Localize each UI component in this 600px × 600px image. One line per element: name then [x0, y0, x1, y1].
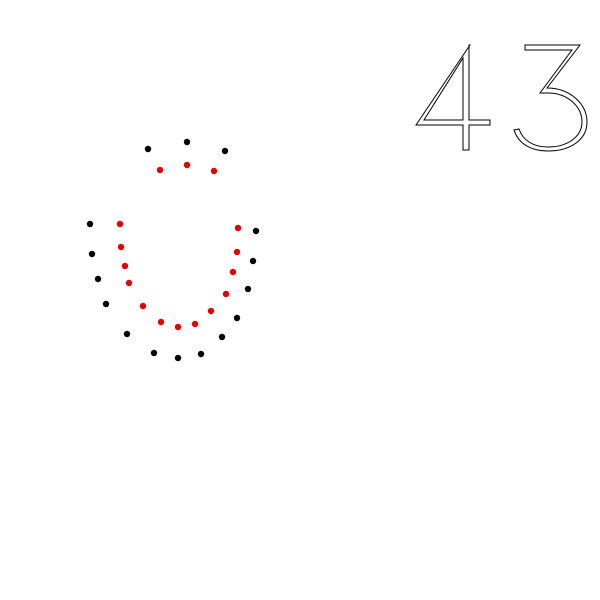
inner-dot	[229, 268, 237, 276]
inner-dot	[207, 307, 215, 315]
outer-dot	[197, 350, 205, 358]
inner-dot	[125, 279, 133, 287]
outer-dot	[183, 138, 191, 146]
inner-dot	[157, 318, 165, 326]
outer-dot	[252, 227, 260, 235]
outer-dot	[102, 300, 110, 308]
inner-dot	[121, 262, 129, 270]
inner-dot	[191, 320, 199, 328]
outer-dot	[94, 275, 102, 283]
outer-dot	[144, 145, 152, 153]
digit-four-outline	[415, 44, 491, 151]
outer-dot	[249, 257, 257, 265]
inner-dot	[233, 248, 241, 256]
inner-dot	[222, 290, 230, 298]
outer-dot	[150, 349, 158, 357]
outer-dot	[86, 220, 94, 228]
outer-dot	[88, 250, 96, 258]
outer-dot	[244, 285, 252, 293]
inner-dot	[116, 220, 124, 228]
inner-dots	[116, 161, 242, 331]
outer-dot	[123, 330, 131, 338]
inner-dot	[234, 224, 242, 232]
number-label	[415, 44, 588, 152]
inner-dot	[139, 302, 147, 310]
outer-dots	[86, 138, 260, 362]
inner-dot	[183, 161, 191, 169]
digit-three-outline	[513, 44, 588, 152]
outer-dot	[218, 333, 226, 341]
inner-dot	[210, 167, 218, 175]
inner-dot	[174, 323, 182, 331]
outer-dot	[221, 147, 229, 155]
inner-dot	[117, 243, 125, 251]
outer-dot	[233, 314, 241, 322]
outer-dot	[174, 354, 182, 362]
inner-dot	[156, 166, 164, 174]
